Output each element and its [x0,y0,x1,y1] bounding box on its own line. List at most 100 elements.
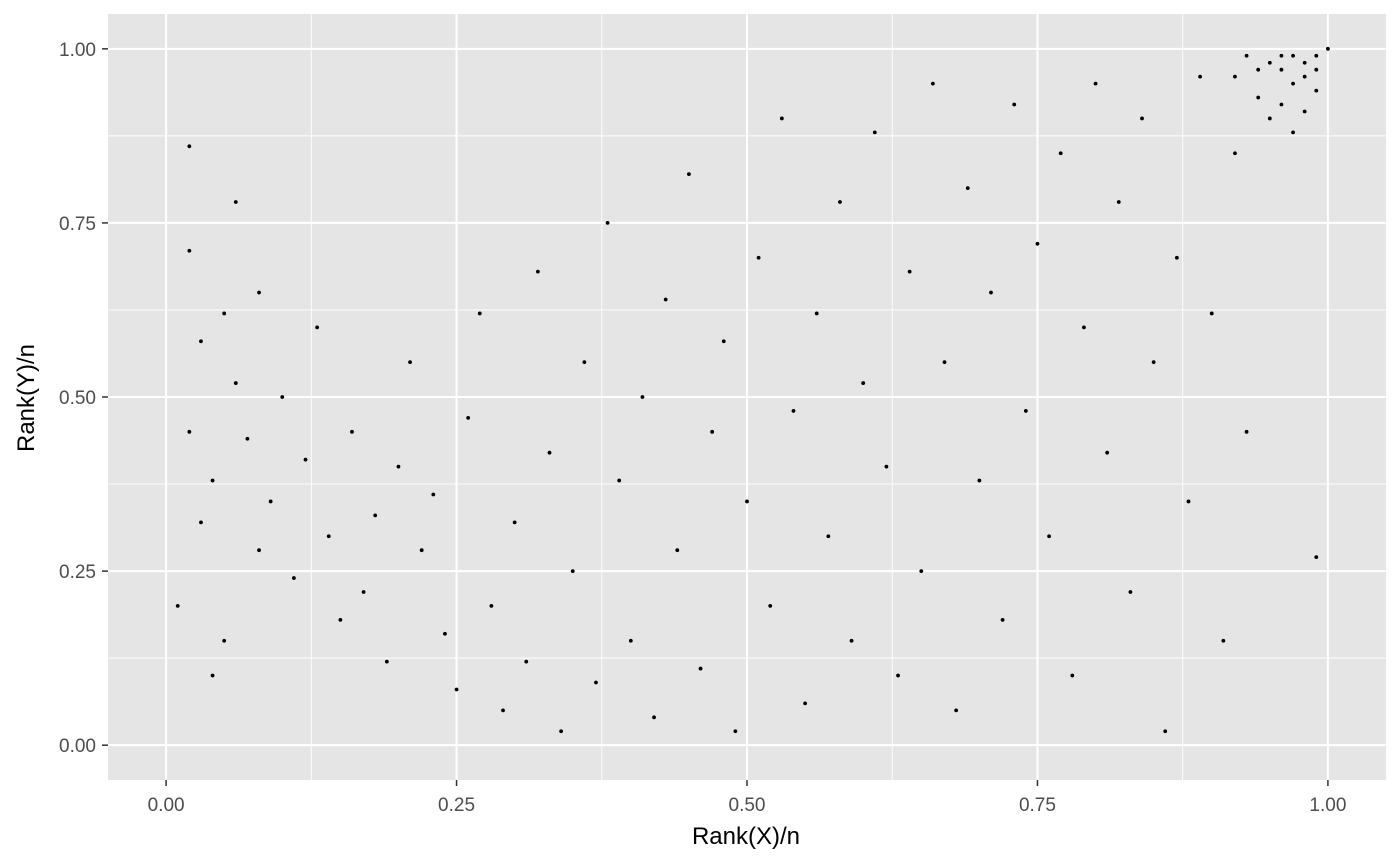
data-point [1198,74,1203,79]
x-tick-label: 1.00 [1309,795,1346,816]
data-point [1221,638,1226,643]
data-point [1012,102,1017,107]
data-point [187,429,192,434]
data-point [1291,130,1295,135]
data-point [745,499,749,504]
data-point [652,715,656,720]
data-point [454,687,459,692]
data-point [1279,102,1284,107]
data-point [721,339,726,344]
data-point [222,311,227,316]
data-point [291,576,296,580]
data-point [884,464,889,469]
data-point [1326,46,1330,51]
data-point [477,311,482,316]
data-point [361,590,366,594]
data-point [1233,151,1237,156]
data-point [965,186,970,190]
data-point [617,478,622,483]
data-point [1186,499,1191,504]
data-point [838,200,842,204]
x-tick-label: 0.00 [148,795,185,816]
y-tick-label: 0.50 [59,388,96,409]
data-point [1314,53,1319,58]
y-tick-label: 0.75 [59,214,96,235]
data-point [1279,53,1284,58]
data-point [872,130,877,135]
data-point [501,708,505,713]
data-point [338,617,343,622]
data-point [547,450,552,455]
x-tick-label: 0.50 [729,795,766,816]
data-point [582,360,587,365]
data-point [1256,95,1261,100]
data-point [1291,53,1295,58]
data-point [1128,590,1133,594]
y-tick-label: 0.00 [59,736,96,757]
data-point [791,409,796,413]
data-point [326,534,331,539]
data-point [1256,67,1261,72]
data-point [861,381,866,385]
data-point [1058,151,1063,156]
data-point [1244,53,1249,58]
data-point [408,360,412,365]
data-point [779,116,784,121]
data-point [1314,67,1319,72]
data-point [698,666,703,671]
data-point [954,708,959,713]
data-point [210,478,215,483]
data-point [1000,617,1005,622]
y-tick-label: 0.25 [59,562,96,583]
data-point [1244,429,1249,434]
data-point [512,520,517,525]
data-point [1314,555,1319,560]
data-point [210,673,215,678]
data-point [1105,450,1110,455]
data-point [466,415,471,420]
data-point [768,604,773,608]
data-point [1174,255,1179,260]
y-axis: 0.00 0.25 0.50 0.75 1.00 [59,40,108,757]
x-tick-label: 0.25 [438,795,475,816]
data-point [977,478,982,483]
data-point [303,457,308,462]
data-point [1314,88,1319,93]
data-point [826,534,831,539]
data-point [175,604,180,608]
data-point [1302,109,1307,114]
data-point [1302,74,1307,79]
data-point [187,248,192,253]
data-point [233,381,238,385]
x-tick-label: 0.75 [1019,795,1056,816]
data-point [687,172,691,177]
data-point [233,200,238,204]
data-point [373,513,378,518]
data-point [1093,81,1098,86]
data-point [1209,311,1214,316]
data-point [1140,116,1144,121]
data-point [396,464,401,469]
data-point [594,680,598,685]
data-point [1279,67,1284,72]
data-point [803,701,807,706]
data-point [989,290,993,295]
data-point [896,673,900,678]
data-point [1302,60,1307,65]
data-point [245,436,250,441]
data-point [919,569,924,573]
data-point [1082,325,1086,330]
data-point [907,269,912,274]
data-point [1116,200,1121,204]
data-point [535,269,540,274]
data-point [257,548,261,553]
y-axis-title: Rank(Y)/n [13,344,40,452]
data-point [663,297,668,302]
data-point [187,144,192,149]
data-point [199,339,203,344]
data-point [849,638,854,643]
data-point [814,311,819,316]
data-point [443,631,447,636]
data-point [257,290,261,295]
